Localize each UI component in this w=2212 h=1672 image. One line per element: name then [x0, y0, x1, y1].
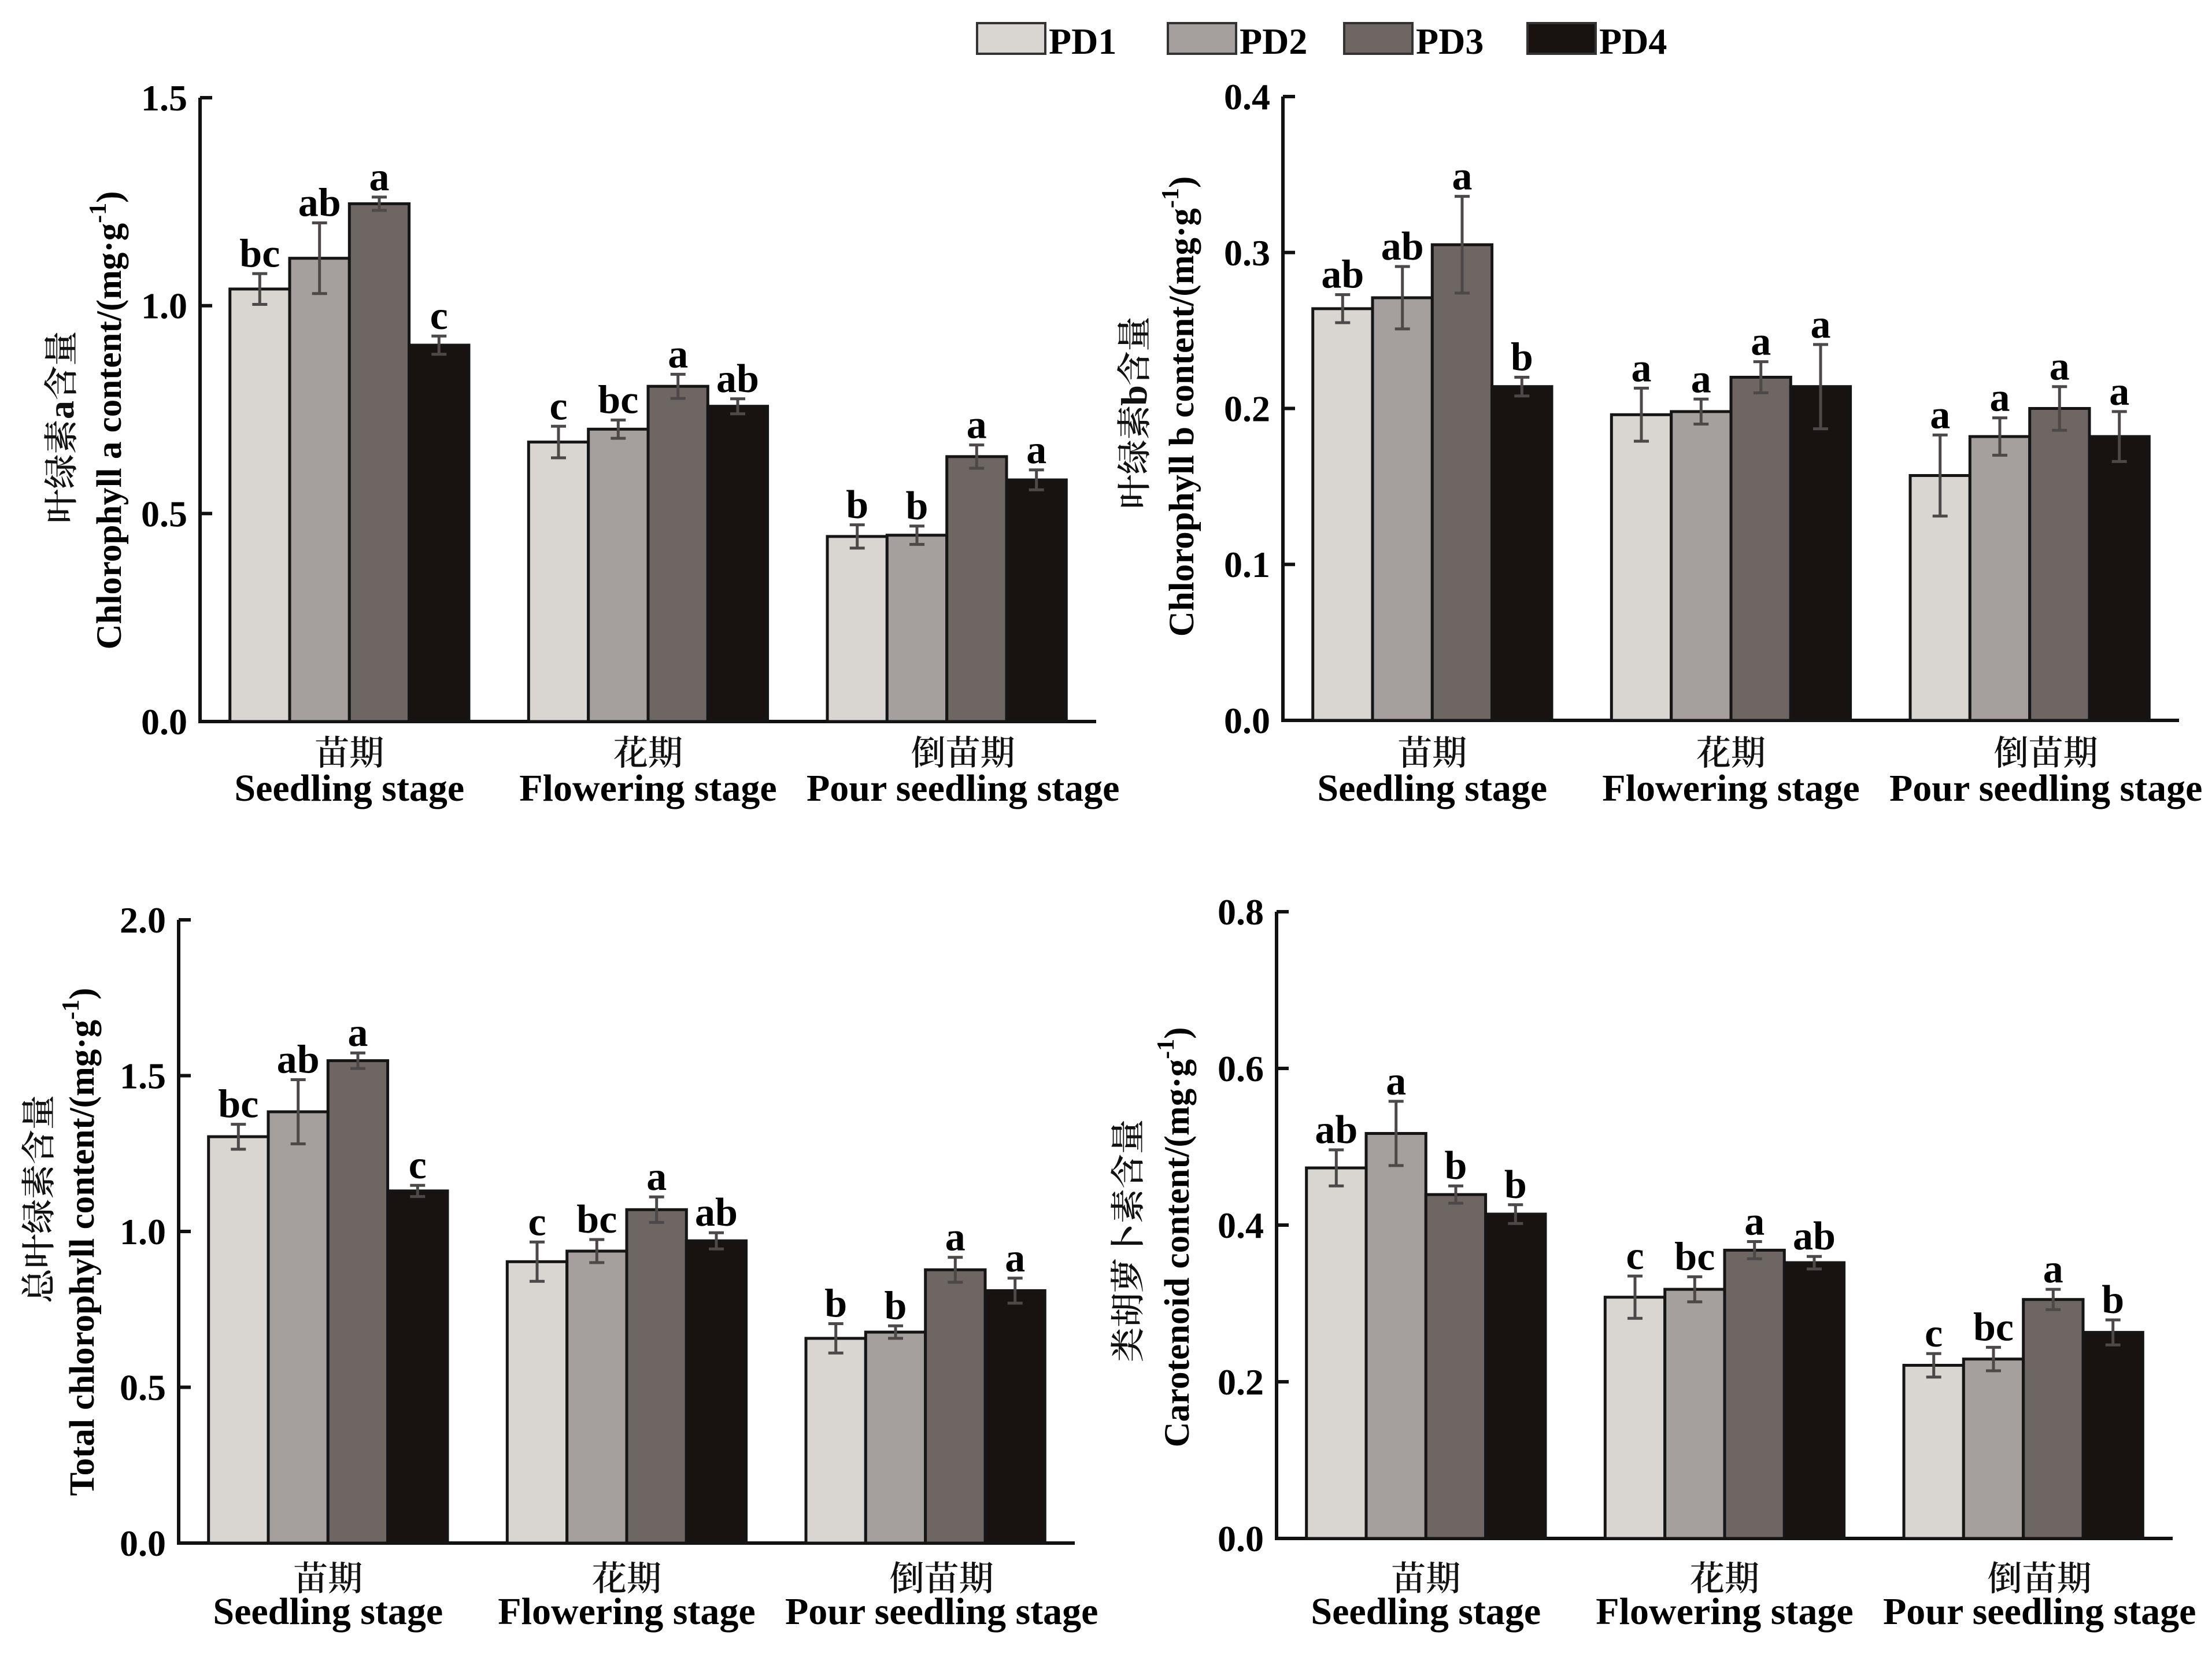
svg-text:a: a [1691, 357, 1711, 401]
svg-text:a: a [668, 332, 688, 376]
svg-text:0.0: 0.0 [1224, 700, 1270, 741]
svg-text:a: a [1811, 302, 1831, 347]
svg-text:Seedling stage: Seedling stage [1311, 1590, 1541, 1633]
svg-text:Flowering stage: Flowering stage [1602, 767, 1859, 809]
svg-text:Seedling stage: Seedling stage [213, 1590, 443, 1633]
svg-text:c: c [430, 294, 448, 338]
svg-text:1.0: 1.0 [120, 1211, 166, 1252]
svg-text:c: c [528, 1200, 546, 1244]
svg-text:0.3: 0.3 [1224, 232, 1270, 273]
svg-text:0.2: 0.2 [1224, 389, 1270, 430]
svg-text:b: b [1445, 1144, 1467, 1188]
svg-text:Pour seedling stage: Pour seedling stage [1889, 767, 2202, 809]
svg-text:0.0: 0.0 [1218, 1518, 1264, 1559]
svg-text:0.0: 0.0 [141, 701, 187, 742]
svg-text:c: c [409, 1143, 427, 1188]
svg-text:bc: bc [218, 1082, 258, 1127]
svg-text:Chlorophyll b content/(mg·g-1): Chlorophyll b content/(mg·g-1) [1157, 176, 1201, 637]
svg-text:Carotenoid content/(mg·g-1): Carotenoid content/(mg·g-1) [1153, 1027, 1197, 1448]
svg-text:b: b [885, 1283, 907, 1328]
svg-text:a: a [1386, 1059, 1406, 1104]
svg-text:b: b [1114, 385, 1155, 406]
svg-text:a: a [1632, 346, 1652, 390]
svg-text:a: a [1026, 428, 1046, 472]
svg-text:0.5: 0.5 [120, 1367, 166, 1408]
svg-text:ab: ab [716, 357, 759, 401]
svg-text:Seedling stage: Seedling stage [1317, 767, 1547, 809]
svg-text:a: a [646, 1155, 667, 1199]
svg-text:1.0: 1.0 [141, 286, 187, 327]
svg-text:Flowering stage: Flowering stage [519, 767, 776, 809]
svg-text:Seedling stage: Seedling stage [234, 767, 464, 809]
svg-text:Pour seedling stage: Pour seedling stage [785, 1590, 1098, 1633]
svg-text:c: c [549, 384, 567, 428]
svg-text:0.5: 0.5 [141, 493, 187, 534]
svg-text:0.0: 0.0 [120, 1523, 166, 1564]
svg-text:b: b [906, 484, 929, 528]
svg-text:a: a [369, 155, 390, 199]
svg-text:a: a [2043, 1247, 2063, 1292]
svg-text:Chlorophyll a content/(mg·g-1): Chlorophyll a content/(mg·g-1) [85, 191, 129, 649]
svg-text:0.4: 0.4 [1218, 1205, 1264, 1246]
svg-text:ab: ab [1381, 224, 1424, 269]
svg-text:PD3: PD3 [1416, 21, 1484, 62]
svg-text:1.5: 1.5 [141, 77, 187, 119]
svg-text:b: b [1511, 335, 1533, 380]
svg-text:0.1: 0.1 [1224, 544, 1270, 585]
svg-text:a: a [40, 401, 82, 419]
svg-text:b: b [824, 1282, 847, 1326]
svg-text:0.6: 0.6 [1218, 1048, 1264, 1089]
svg-text:bc: bc [576, 1197, 617, 1242]
svg-text:a: a [945, 1215, 966, 1260]
svg-text:a: a [1452, 154, 1473, 199]
svg-text:c: c [1925, 1311, 1943, 1356]
svg-text:a: a [1005, 1236, 1025, 1281]
svg-text:ab: ab [695, 1190, 738, 1235]
svg-text:a: a [348, 1011, 368, 1055]
svg-text:Total chlorophyll content/(mg·: Total chlorophyll content/(mg·g-1) [58, 988, 102, 1496]
svg-text:1.5: 1.5 [120, 1056, 166, 1097]
svg-text:ab: ab [1315, 1108, 1357, 1152]
svg-text:bc: bc [239, 231, 280, 276]
svg-text:Flowering stage: Flowering stage [1596, 1590, 1853, 1633]
svg-text:a: a [1751, 320, 1771, 364]
svg-text:0.8: 0.8 [1218, 892, 1264, 933]
svg-text:a: a [2050, 345, 2070, 389]
svg-text:PD1: PD1 [1049, 21, 1116, 62]
svg-text:0.2: 0.2 [1218, 1362, 1264, 1403]
svg-text:bc: bc [598, 378, 638, 423]
svg-text:Pour seedling stage: Pour seedling stage [1883, 1590, 2196, 1633]
svg-text:bc: bc [1973, 1305, 2014, 1349]
svg-text:Flowering stage: Flowering stage [498, 1590, 755, 1633]
svg-text:b: b [2102, 1278, 2124, 1322]
svg-text:a: a [1990, 376, 2010, 420]
svg-text:Pour seedling stage: Pour seedling stage [807, 767, 1119, 809]
svg-text:ab: ab [1793, 1214, 1836, 1259]
svg-text:PD4: PD4 [1599, 21, 1667, 62]
svg-text:c: c [1626, 1234, 1644, 1278]
svg-text:a: a [2109, 369, 2129, 414]
svg-text:b: b [846, 483, 868, 527]
svg-text:ab: ab [1321, 253, 1364, 297]
svg-text:PD2: PD2 [1240, 21, 1307, 62]
svg-text:a: a [1744, 1200, 1765, 1244]
svg-text:0.4: 0.4 [1224, 76, 1270, 117]
svg-text:b: b [1504, 1163, 1527, 1207]
svg-text:a: a [967, 403, 987, 447]
svg-text:a: a [1930, 393, 1950, 437]
svg-text:ab: ab [277, 1038, 320, 1082]
svg-text:ab: ab [298, 181, 341, 225]
svg-text:bc: bc [1674, 1234, 1715, 1279]
svg-text:2.0: 2.0 [120, 900, 166, 941]
